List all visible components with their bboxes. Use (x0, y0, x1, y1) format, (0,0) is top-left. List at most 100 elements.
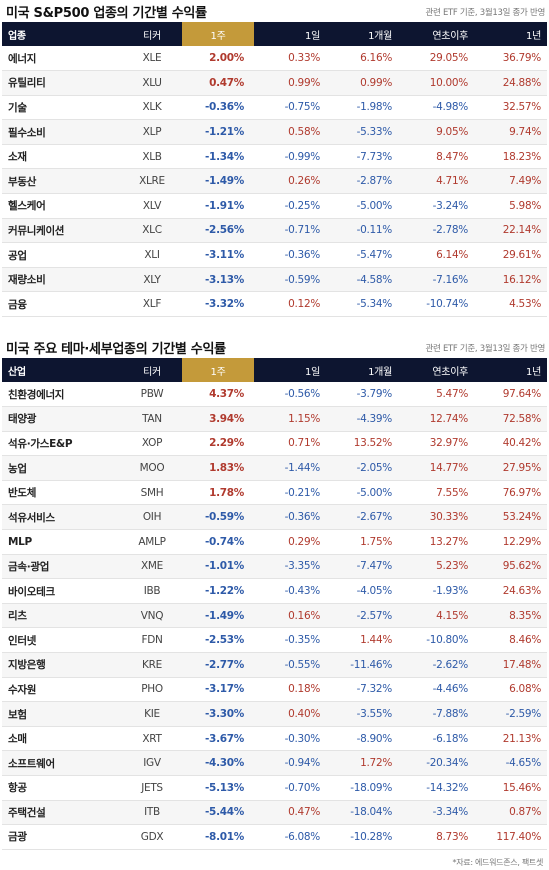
row-name: 석유·가스E&P (2, 431, 122, 457)
row-year-return: 117.40% (474, 824, 547, 850)
row-ticker: PBW (122, 382, 182, 408)
table-row: 에너지 XLE 2.00% 0.33% 6.16% 29.05% 36.79% (2, 46, 547, 72)
row-ytd-return: 14.77% (398, 455, 474, 481)
row-day-return: 0.71% (254, 431, 326, 457)
row-month-return: -2.57% (326, 603, 398, 629)
row-week-return: -1.01% (182, 554, 254, 580)
row-week-return: -1.49% (182, 603, 254, 629)
table-row: 바이오테크 IBB -1.22% -0.43% -4.05% -1.93% 24.63% (2, 578, 547, 604)
table-row: 금광 GDX -8.01% -6.08% -10.28% 8.73% 117.40% (2, 824, 547, 850)
row-week-return: -8.01% (182, 824, 254, 850)
row-year-return: 18.23% (474, 144, 547, 170)
row-day-return: 0.99% (254, 70, 326, 96)
header-name: 산업 (2, 358, 122, 382)
row-year-return: 8.35% (474, 603, 547, 629)
row-month-return: -4.58% (326, 267, 398, 293)
row-ticker: TAN (122, 406, 182, 432)
row-ticker: SMH (122, 480, 182, 506)
row-month-return: 13.52% (326, 431, 398, 457)
row-day-return: -0.35% (254, 627, 326, 654)
row-day-return: 0.33% (254, 46, 326, 72)
row-month-return: -5.47% (326, 242, 398, 268)
row-month-return: -8.90% (326, 726, 398, 752)
row-week-return: -0.59% (182, 504, 254, 531)
row-ytd-return: 9.05% (398, 119, 474, 145)
section-2-title: 미국 주요 테마·세부업종의 기간별 수익률 (6, 342, 226, 357)
table-row: 석유서비스 OIH -0.59% -0.36% -2.67% 30.33% 53.24% (2, 504, 547, 531)
row-month-return: -0.11% (326, 218, 398, 244)
row-month-return: -5.00% (326, 193, 398, 219)
row-ticker: XLE (122, 46, 182, 72)
row-year-return: 29.61% (474, 242, 547, 268)
row-ticker: AMLP (122, 529, 182, 555)
row-month-return: -5.33% (326, 119, 398, 145)
row-year-return: 17.48% (474, 652, 547, 678)
row-name: 태양광 (2, 406, 122, 432)
row-day-return: -0.70% (254, 775, 326, 801)
row-ytd-return: -4.98% (398, 95, 474, 121)
row-month-return: 1.75% (326, 529, 398, 555)
row-ytd-return: -10.74% (398, 291, 474, 318)
row-year-return: -4.65% (474, 750, 547, 776)
row-name: 필수소비 (2, 119, 122, 145)
row-ytd-return: 5.47% (398, 382, 474, 408)
row-day-return: -0.94% (254, 750, 326, 776)
row-day-return: -0.55% (254, 652, 326, 678)
row-ticker: IGV (122, 750, 182, 776)
row-ytd-return: 5.23% (398, 554, 474, 580)
row-day-return: -0.25% (254, 193, 326, 219)
row-day-return: -0.75% (254, 95, 326, 121)
section-1-note: 관련 ETF 기준, 3월13일 종가 반영 (425, 8, 546, 18)
row-ticker: KRE (122, 652, 182, 678)
row-ytd-return: -7.88% (398, 701, 474, 727)
row-ticker: VNQ (122, 603, 182, 629)
row-ticker: XLP (122, 119, 182, 145)
header-ticker: 티커 (122, 22, 182, 46)
header-ticker: 티커 (122, 358, 182, 382)
table-row: 친환경에너지 PBW 4.37% -0.56% -3.79% 5.47% 97.64% (2, 382, 547, 408)
row-week-return: -3.32% (182, 291, 254, 318)
row-day-return: -0.43% (254, 578, 326, 604)
row-ticker: PHO (122, 677, 182, 703)
table-row: 주택건설 ITB -5.44% 0.47% -18.04% -3.34% 0.87% (2, 800, 547, 826)
header-ytd: 연초이후 (398, 22, 474, 46)
table-row: 태양광 TAN 3.94% 1.15% -4.39% 12.74% 72.58% (2, 406, 547, 432)
row-day-return: -0.30% (254, 726, 326, 752)
row-week-return: -1.21% (182, 119, 254, 145)
row-year-return: -2.59% (474, 701, 547, 727)
row-day-return: 0.12% (254, 291, 326, 318)
table-row: 항공 JETS -5.13% -0.70% -18.09% -14.32% 15.46% (2, 775, 547, 801)
row-name: 반도체 (2, 480, 122, 506)
row-ytd-return: 32.97% (398, 431, 474, 457)
row-month-return: -2.67% (326, 504, 398, 531)
row-month-return: 6.16% (326, 46, 398, 72)
row-month-return: 1.44% (326, 627, 398, 654)
row-ytd-return: -3.24% (398, 193, 474, 219)
row-week-return: -3.17% (182, 677, 254, 703)
row-year-return: 27.95% (474, 455, 547, 481)
row-week-return: -1.91% (182, 193, 254, 219)
row-ytd-return: 4.15% (398, 603, 474, 629)
row-ticker: XLI (122, 242, 182, 268)
row-day-return: 0.26% (254, 168, 326, 195)
row-name: 지방은행 (2, 652, 122, 678)
row-month-return: -3.79% (326, 382, 398, 408)
row-week-return: -3.13% (182, 267, 254, 293)
table-row: 유틸리티 XLU 0.47% 0.99% 0.99% 10.00% 24.88% (2, 70, 547, 96)
table-row: 공업 XLI -3.11% -0.36% -5.47% 6.14% 29.61% (2, 242, 547, 268)
row-ytd-return: 12.74% (398, 406, 474, 432)
row-year-return: 72.58% (474, 406, 547, 432)
row-week-return: -2.53% (182, 627, 254, 654)
row-month-return: -7.73% (326, 144, 398, 170)
row-ticker: XRT (122, 726, 182, 752)
section-1-title-row: 미국 S&P500 업종의 기간별 수익률 관련 ETF 기준, 3월13일 종… (0, 0, 549, 22)
row-month-return: -2.87% (326, 168, 398, 195)
row-month-return: -7.32% (326, 677, 398, 703)
row-week-return: -1.49% (182, 168, 254, 195)
row-ytd-return: 6.14% (398, 242, 474, 268)
row-year-return: 22.14% (474, 218, 547, 244)
row-ytd-return: -6.18% (398, 726, 474, 752)
row-month-return: 1.72% (326, 750, 398, 776)
row-week-return: -3.67% (182, 726, 254, 752)
row-name: 소재 (2, 144, 122, 170)
